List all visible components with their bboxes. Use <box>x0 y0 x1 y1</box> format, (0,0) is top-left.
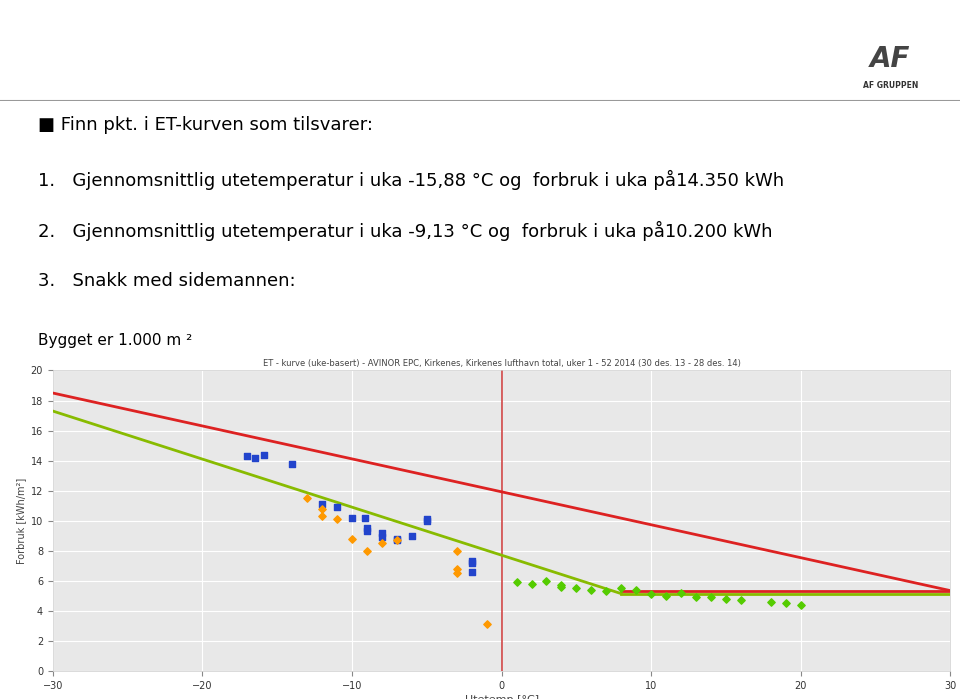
Point <box>389 535 404 546</box>
Point <box>374 538 390 549</box>
Title: ET - kurve (uke-basert) - AVINOR EPC, Kirkenes, Kirkenes lufthavn total, uker 1 : ET - kurve (uke-basert) - AVINOR EPC, Ki… <box>263 359 740 368</box>
Text: Teori - Teori energioppfølgingssystem - OPPGAVE: Teori - Teori energioppfølgingssystem - … <box>17 53 596 73</box>
Point <box>315 503 330 514</box>
Point <box>554 582 569 593</box>
Point <box>479 619 494 630</box>
Point <box>329 514 345 525</box>
Point <box>404 530 420 541</box>
X-axis label: Utetemp [°C]: Utetemp [°C] <box>465 695 539 699</box>
Point <box>420 514 435 525</box>
Text: ■ Finn pkt. i ET-kurven som tilsvarer:: ■ Finn pkt. i ET-kurven som tilsvarer: <box>38 116 372 134</box>
Point <box>240 451 255 462</box>
Text: 2.   Gjennomsnittlig utetemperatur i uka -9,13 °C og  forbruk i uka på10.200 kWh: 2. Gjennomsnittlig utetemperatur i uka -… <box>38 221 773 240</box>
Point <box>315 511 330 522</box>
Point <box>613 583 629 594</box>
Point <box>357 512 372 524</box>
Point <box>659 590 674 601</box>
Point <box>674 587 689 598</box>
Point <box>345 512 360 524</box>
Point <box>247 452 262 463</box>
Point <box>449 545 465 556</box>
Y-axis label: Forbruk [kWh/m²]: Forbruk [kWh/m²] <box>16 477 27 564</box>
Point <box>688 592 704 603</box>
Point <box>643 589 659 600</box>
Point <box>718 593 733 605</box>
Point <box>359 545 374 556</box>
Point <box>599 586 614 597</box>
Point <box>315 498 330 510</box>
Point <box>704 592 719 603</box>
Point <box>464 556 479 567</box>
Point <box>359 523 374 534</box>
Point <box>284 458 300 469</box>
Text: Bygget er 1.000 m ²: Bygget er 1.000 m ² <box>38 333 192 348</box>
Point <box>449 563 465 575</box>
Point <box>464 557 479 568</box>
Point <box>329 502 345 513</box>
Text: AF GRUPPEN: AF GRUPPEN <box>863 80 918 89</box>
Point <box>539 575 554 586</box>
Point <box>374 532 390 543</box>
Point <box>763 596 779 607</box>
Point <box>524 578 540 589</box>
Point <box>256 449 272 461</box>
Point <box>793 599 808 610</box>
Point <box>345 533 360 545</box>
Point <box>629 584 644 596</box>
Point <box>300 493 315 504</box>
Point <box>584 584 599 596</box>
Point <box>509 577 524 588</box>
Text: 1.   Gjennomsnittlig utetemperatur i uka -15,88 °C og  forbruk i uka på14.350 kW: 1. Gjennomsnittlig utetemperatur i uka -… <box>38 170 784 189</box>
Text: AF: AF <box>870 45 911 73</box>
Point <box>449 568 465 579</box>
Point <box>389 535 404 546</box>
Point <box>733 595 749 606</box>
Point <box>389 533 404 545</box>
Point <box>568 583 584 594</box>
Point <box>359 526 374 537</box>
Text: 3.   Snakk med sidemannen:: 3. Snakk med sidemannen: <box>38 272 296 289</box>
Point <box>779 598 794 609</box>
Point <box>464 566 479 577</box>
Point <box>554 579 569 591</box>
Point <box>374 527 390 538</box>
Point <box>420 515 435 526</box>
